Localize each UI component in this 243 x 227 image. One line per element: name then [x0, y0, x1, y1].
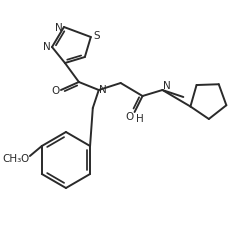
Text: O: O	[125, 112, 134, 122]
Text: N: N	[43, 42, 51, 52]
Text: N: N	[55, 23, 63, 33]
Text: O: O	[51, 86, 59, 96]
Text: N: N	[99, 85, 107, 95]
Text: N: N	[163, 81, 170, 91]
Text: CH₃: CH₃	[2, 154, 22, 164]
Text: S: S	[94, 31, 100, 41]
Text: O: O	[21, 154, 29, 164]
Text: H: H	[136, 114, 143, 124]
